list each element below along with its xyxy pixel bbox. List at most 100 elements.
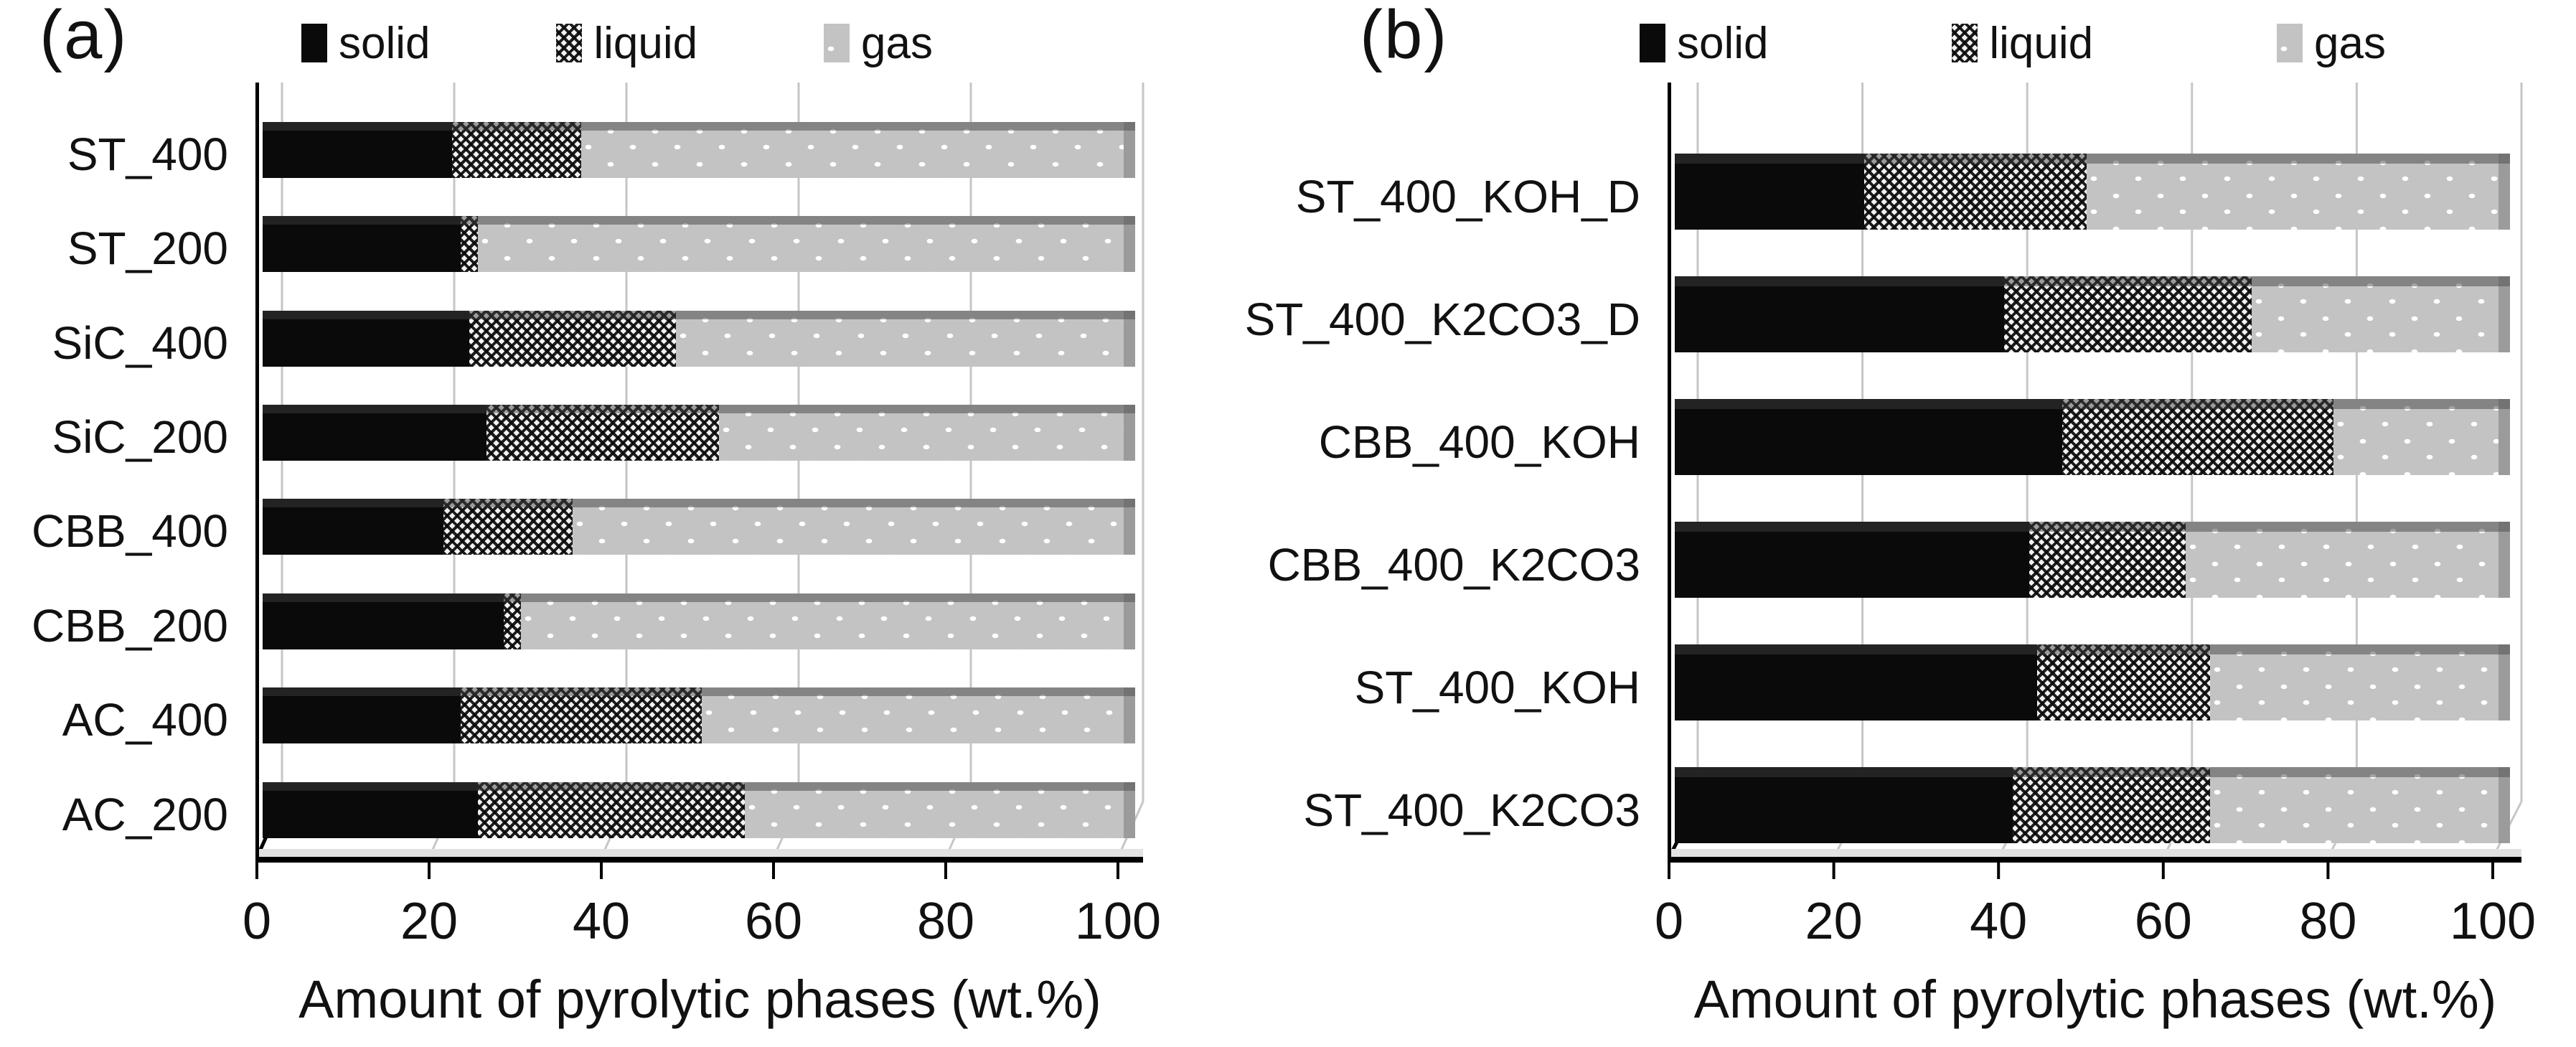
category-label-CBB_400_K2CO3: CBB_400_K2CO3 <box>1267 539 1640 591</box>
category-axis-labels: ST_400_KOH_D ST_400_K2CO3_D CBB_400_KOH CBB… <box>1245 83 1662 858</box>
bar-row-SiC_200 <box>263 405 1135 461</box>
axis-tick <box>772 858 775 879</box>
legend-item-liquid: liquid <box>1952 18 2093 69</box>
bar-segment-liquid <box>443 499 573 555</box>
bar-segment-solid <box>263 593 504 649</box>
bar-segment-liquid <box>452 122 581 178</box>
plot-area <box>1667 83 2550 886</box>
legend-label-gas: gas <box>861 18 933 68</box>
bar-segment-solid <box>263 311 469 367</box>
bar-segment-liquid <box>2004 276 2252 352</box>
bar-end-cap <box>2498 399 2510 475</box>
axis-tick <box>1117 858 1119 879</box>
bar-segment-solid <box>263 122 452 178</box>
category-label-ST_400_K2CO3_D: ST_400_K2CO3_D <box>1244 294 1640 345</box>
bar-segment-solid <box>1675 767 2013 843</box>
category-axis-labels: ST_400 ST_200 SiC_400 SiC_200 CBB_400 CBB_200… <box>18 83 250 858</box>
bar-segment-liquid <box>1864 154 2087 230</box>
bar-row-ST_400_KOH <box>1675 644 2510 720</box>
bar-segment-gas <box>2251 276 2499 352</box>
category-label-CBB_400: CBB_400 <box>32 505 228 557</box>
liquid-swatch-icon <box>1952 24 1978 62</box>
axis-tick <box>1832 858 1835 879</box>
bar-row-ST_400_K2CO3 <box>1675 767 2510 843</box>
x-tick-label-40: 40 <box>572 893 631 950</box>
category-label-ST_400: ST_400 <box>67 128 228 180</box>
axis-tick <box>1997 858 2001 879</box>
bar-segment-gas <box>581 122 1124 178</box>
bar-segment-solid <box>263 499 443 555</box>
floor-edge <box>1669 849 2521 858</box>
bar-end-cap <box>1124 593 1135 649</box>
axis-tick <box>600 858 603 879</box>
x-tick-label-80: 80 <box>916 893 975 950</box>
bar-segment-gas <box>573 499 1124 555</box>
bar-segment-liquid <box>2062 399 2334 475</box>
axis-tick <box>2491 858 2494 879</box>
bar-end-cap <box>1124 687 1135 743</box>
y-axis-line <box>1668 83 1671 863</box>
x-tick-label-100: 100 <box>1074 893 1162 950</box>
x-tick-label-0: 0 <box>242 893 272 950</box>
bar-row-AC_200 <box>263 782 1135 838</box>
bar-segment-solid <box>263 687 461 743</box>
bar-end-cap <box>2498 644 2510 720</box>
legend-label-liquid: liquid <box>593 18 698 68</box>
x-tick-label-60: 60 <box>744 893 803 950</box>
bar-segment-gas <box>676 311 1124 367</box>
bar-segment-liquid <box>469 311 676 367</box>
panel-a: (a) solid liquid gas ST_400 ST_200 SiC_400… <box>18 0 1241 1047</box>
axis-tick <box>944 858 947 879</box>
axis-tick <box>428 858 431 879</box>
x-axis-line <box>257 857 1143 863</box>
legend-item-liquid: liquid <box>556 18 697 69</box>
x-tick-label-60: 60 <box>2134 893 2192 950</box>
x-axis-title: Amount of pyrolytic phases (wt.%) <box>299 969 1101 1029</box>
bar-segment-gas <box>2333 399 2499 475</box>
legend-item-gas: gas <box>824 18 933 69</box>
bar-segment-solid <box>263 216 461 272</box>
bar-segment-solid <box>1675 644 2038 720</box>
legend: solid liquid gas <box>1640 13 2386 73</box>
bar-end-cap <box>1124 499 1135 555</box>
x-tick-label-0: 0 <box>1654 893 1684 950</box>
bar-segment-gas <box>702 687 1124 743</box>
bar-end-cap <box>2498 522 2510 598</box>
axis-tick <box>2326 858 2330 879</box>
bar-segment-gas <box>719 405 1124 461</box>
bar-segment-liquid <box>486 405 719 461</box>
bar-row-ST_200 <box>263 216 1135 272</box>
plot-area <box>255 83 1172 886</box>
bar-row-CBB_400_K2CO3 <box>1675 522 2510 598</box>
bar-row-CBB_400_KOH <box>1675 399 2510 475</box>
bar-segment-liquid <box>2012 767 2211 843</box>
bar-segment-solid <box>1675 276 2005 352</box>
bar-segment-liquid <box>478 782 745 838</box>
bar-end-cap <box>2498 276 2510 352</box>
bar-segment-gas <box>521 593 1124 649</box>
category-label-AC_400: AC_400 <box>62 694 228 746</box>
bar-row-CBB_200 <box>263 593 1135 649</box>
category-label-AC_200: AC_200 <box>62 789 228 840</box>
category-label-SiC_200: SiC_200 <box>52 411 229 463</box>
bar-segment-solid <box>1675 154 1865 230</box>
bar-segment-gas <box>745 782 1124 838</box>
bar-end-cap <box>1124 782 1135 838</box>
legend-label-solid: solid <box>1677 18 1769 68</box>
bar-segment-gas <box>2210 767 2499 843</box>
bar-segment-gas <box>2210 644 2499 720</box>
x-tick-label-40: 40 <box>1970 893 2028 950</box>
bar-row-AC_400 <box>263 687 1135 743</box>
floor-edge <box>257 849 1143 858</box>
bar-row-ST_400 <box>263 122 1135 178</box>
bar-segment-gas <box>2185 522 2499 598</box>
bar-segment-solid <box>1675 399 2062 475</box>
category-label-CBB_400_KOH: CBB_400_KOH <box>1318 416 1640 468</box>
bar-segment-solid <box>1675 522 2029 598</box>
x-tick-label-20: 20 <box>400 893 459 950</box>
bar-row-ST_400_K2CO3_D <box>1675 276 2510 352</box>
legend-label-solid: solid <box>339 18 431 68</box>
solid-swatch-icon <box>1640 24 1665 62</box>
bar-end-cap <box>1124 311 1135 367</box>
